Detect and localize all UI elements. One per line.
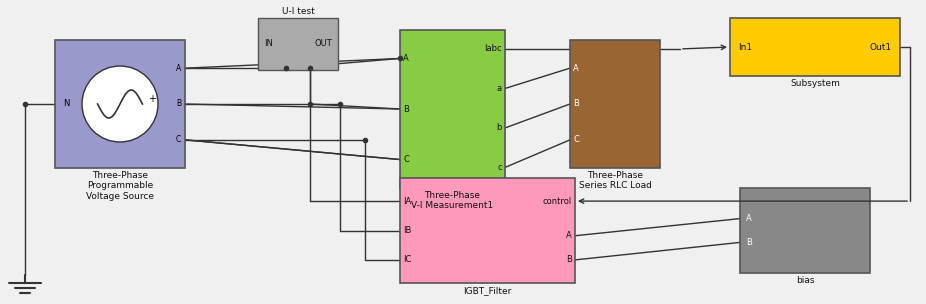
- Text: Out1: Out1: [870, 43, 892, 51]
- Text: Subsystem: Subsystem: [790, 79, 840, 88]
- Text: B: B: [403, 105, 409, 113]
- Text: b: b: [496, 123, 502, 133]
- Text: C: C: [176, 135, 181, 144]
- Text: c: c: [497, 163, 502, 172]
- Text: IA: IA: [403, 197, 411, 206]
- Text: IB: IB: [403, 226, 411, 235]
- Text: IC: IC: [403, 255, 411, 264]
- Text: Three-Phase
Series RLC Load: Three-Phase Series RLC Load: [579, 171, 651, 190]
- FancyBboxPatch shape: [570, 40, 660, 168]
- Text: a: a: [497, 84, 502, 93]
- Text: A: A: [403, 54, 408, 63]
- Text: A: A: [573, 64, 579, 73]
- Text: In1: In1: [738, 43, 752, 51]
- Text: B: B: [176, 99, 181, 109]
- Text: IN: IN: [264, 40, 273, 49]
- Text: A: A: [746, 214, 752, 223]
- Text: IGBT_Filter: IGBT_Filter: [463, 286, 512, 295]
- Text: bias: bias: [795, 276, 814, 285]
- Text: Iabc: Iabc: [484, 44, 502, 54]
- Text: B: B: [573, 99, 579, 109]
- FancyBboxPatch shape: [258, 18, 338, 70]
- Text: N: N: [63, 99, 69, 109]
- Text: OUT: OUT: [314, 40, 332, 49]
- Text: B: B: [566, 255, 572, 264]
- FancyBboxPatch shape: [740, 188, 870, 273]
- FancyBboxPatch shape: [730, 18, 900, 76]
- FancyBboxPatch shape: [400, 30, 505, 188]
- Text: A: A: [567, 231, 572, 240]
- FancyBboxPatch shape: [55, 40, 185, 168]
- Text: C: C: [403, 155, 409, 164]
- Text: A: A: [176, 64, 181, 73]
- Text: +: +: [148, 94, 156, 104]
- Text: control: control: [543, 197, 572, 206]
- Text: U-I test: U-I test: [282, 7, 314, 16]
- FancyBboxPatch shape: [400, 178, 575, 283]
- Text: B: B: [746, 238, 752, 247]
- Circle shape: [82, 66, 158, 142]
- Text: Three-Phase
V-I Measurement1: Three-Phase V-I Measurement1: [411, 191, 494, 210]
- Text: Three-Phase
Programmable
Voltage Source: Three-Phase Programmable Voltage Source: [86, 171, 154, 201]
- Text: C: C: [573, 135, 579, 144]
